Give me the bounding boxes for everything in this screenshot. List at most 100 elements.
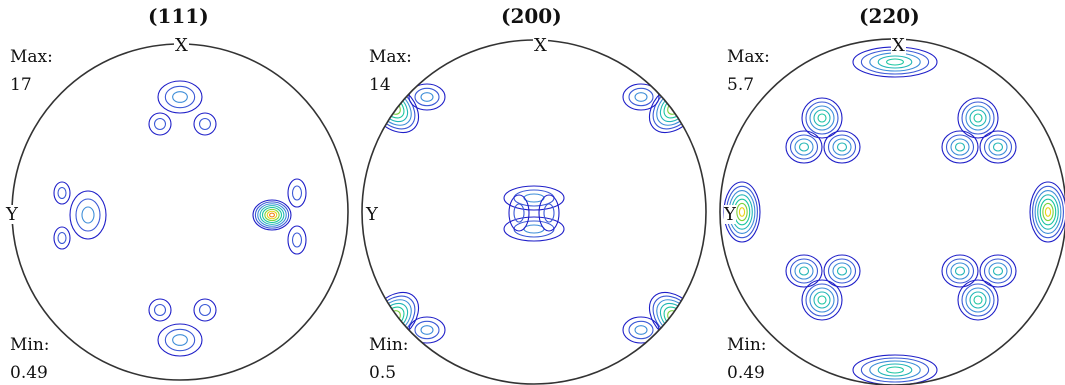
- contour-line: [81, 206, 95, 224]
- contour-line: [381, 306, 405, 330]
- contour-line: [261, 206, 283, 224]
- contour-line: [965, 287, 991, 313]
- contour-line: [663, 95, 687, 119]
- contour-line: [157, 323, 203, 357]
- contour-trefoil-lobe: [785, 254, 823, 288]
- contour-line: [798, 142, 810, 152]
- contour-line: [408, 83, 446, 111]
- contour-line: [817, 113, 827, 123]
- contour-line: [973, 113, 983, 123]
- contour-line: [628, 87, 654, 107]
- pole-figure-outline: [361, 39, 707, 385]
- contour-trefoil-lobe: [823, 130, 861, 164]
- contour-line: [801, 97, 843, 139]
- min-value: 0.49: [727, 363, 765, 383]
- contour-line: [886, 58, 904, 66]
- contour-line: [513, 220, 555, 238]
- contour-corner-upper-right-lobe: [622, 83, 660, 111]
- contour-line: [945, 134, 975, 160]
- contour-line: [634, 325, 648, 335]
- contour-line: [801, 279, 843, 321]
- y-axis-label: Y: [6, 204, 18, 225]
- x-axis-label: X: [174, 35, 189, 56]
- contour-line: [172, 334, 188, 346]
- contour-corner-upper-left-lobe: [408, 83, 446, 111]
- contour-trefoil-lobe: [823, 254, 861, 288]
- contour-line: [992, 266, 1004, 276]
- x-axis-label: X: [533, 35, 548, 56]
- contour-line: [659, 91, 691, 123]
- contour-line: [957, 279, 999, 321]
- contour-corner-lower-right: [648, 291, 702, 345]
- contour-line: [628, 320, 654, 340]
- contour-line: [988, 138, 1008, 156]
- contour-line: [656, 299, 694, 337]
- contour-line: [634, 92, 648, 102]
- contour-line: [388, 102, 398, 112]
- contour-line: [789, 258, 819, 284]
- contour-line: [785, 254, 823, 288]
- contour-line: [172, 91, 188, 103]
- contour-line: [817, 295, 827, 305]
- contour-left-main: [69, 190, 107, 240]
- max-label: Max:: [10, 47, 53, 67]
- y-axis-label: Y: [724, 204, 736, 225]
- contour-line: [503, 216, 565, 242]
- contour-line: [809, 287, 835, 313]
- contour-line: [961, 101, 995, 135]
- contour-left-lower: [53, 226, 71, 250]
- contour-line: [832, 262, 852, 280]
- min-label: Min:: [727, 335, 767, 355]
- contour-line: [57, 186, 67, 200]
- contour-line: [736, 202, 748, 222]
- contour-line: [1029, 181, 1065, 243]
- contour-line: [254, 201, 290, 229]
- max-value: 5.7: [727, 75, 755, 95]
- contour-line: [153, 303, 167, 317]
- contour-line: [257, 203, 287, 227]
- pole-figure-200: (200) Max: 14 Min: 0.5 X Y: [355, 0, 710, 385]
- contour-line: [420, 325, 434, 335]
- contour-corner-lower-right-lobe: [622, 316, 660, 344]
- contour-line: [148, 112, 172, 136]
- contour-line: [983, 258, 1013, 284]
- contour-line: [193, 112, 217, 136]
- contour-line: [836, 266, 848, 276]
- contour-line: [663, 306, 687, 330]
- contour-left-upper: [53, 181, 71, 205]
- chart-title: (220): [859, 4, 920, 28]
- contour-line: [377, 302, 409, 334]
- min-label: Min:: [369, 335, 409, 355]
- contour-trefoil-lobe: [941, 130, 979, 164]
- contour-trefoil-lobe: [941, 254, 979, 288]
- contour-center-left: [508, 194, 530, 232]
- contour-trefoil-lobe: [785, 130, 823, 164]
- contour-line: [945, 258, 975, 284]
- contour-line: [827, 134, 857, 160]
- contour-line: [157, 80, 203, 114]
- contour-line: [798, 266, 810, 276]
- contour-trefoil-lobe: [801, 279, 843, 321]
- contour-line: [198, 117, 212, 131]
- contour-line: [860, 357, 930, 383]
- contour-bottom-rim: [852, 354, 938, 385]
- contour-line: [979, 254, 1017, 288]
- contour-center-right: [538, 194, 560, 232]
- contour-top-main: [157, 80, 203, 114]
- contour-line: [805, 283, 839, 317]
- contour-line: [1037, 194, 1059, 230]
- contour-line: [164, 85, 196, 109]
- contour-line: [287, 225, 307, 255]
- contour-line: [794, 262, 814, 280]
- pole-figure-outline: [719, 38, 1065, 385]
- chart-title: (200): [501, 4, 562, 28]
- contour-line: [503, 185, 565, 211]
- contour-line: [75, 198, 101, 232]
- contour-bottom-left: [148, 298, 172, 322]
- contour-line: [992, 142, 1004, 152]
- contour-line: [823, 130, 861, 164]
- contour-line: [979, 130, 1017, 164]
- contour-line: [153, 117, 167, 131]
- contour-line: [656, 88, 694, 126]
- chart-title: (111): [148, 4, 209, 28]
